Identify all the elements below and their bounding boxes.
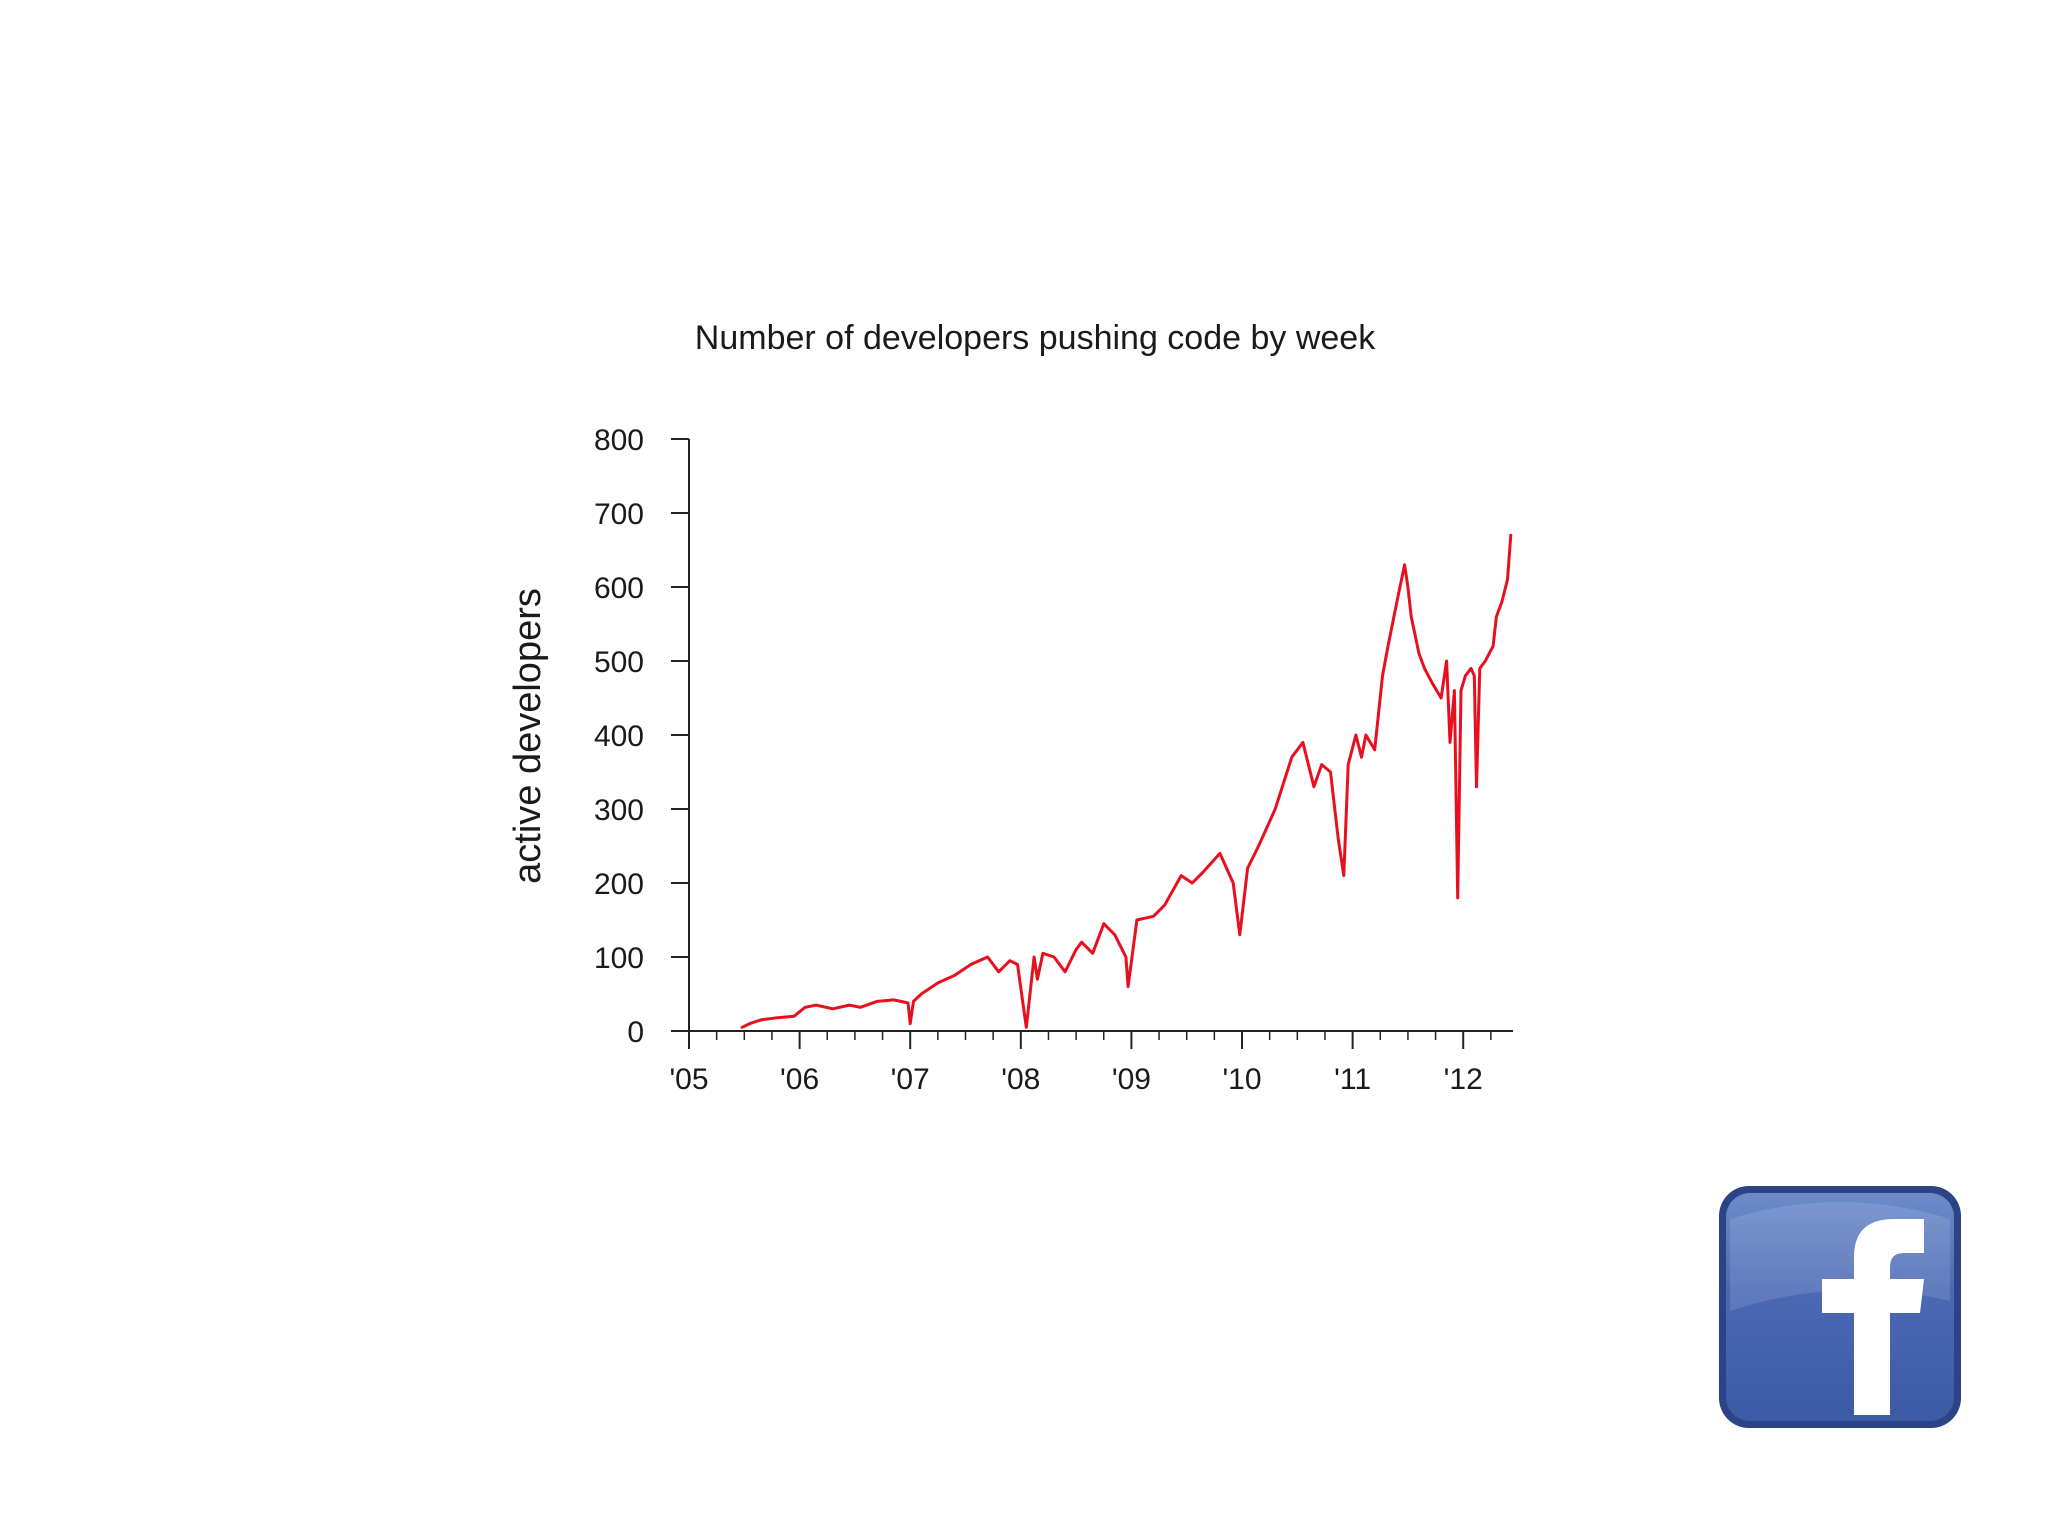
y-tick-label: 100 xyxy=(594,942,644,975)
chart-title: Number of developers pushing code by wee… xyxy=(695,319,1376,357)
x-tick-label: '12 xyxy=(1444,1063,1483,1096)
x-tick-label: '11 xyxy=(1334,1063,1371,1096)
x-tick-label: '05 xyxy=(669,1063,708,1096)
series-layer xyxy=(740,533,1513,1029)
y-tick-label: 700 xyxy=(594,498,644,531)
axes xyxy=(671,438,1513,1049)
y-tick-label: 200 xyxy=(594,868,644,901)
y-tick-label: 400 xyxy=(594,720,644,753)
tick-labels: 0 100 200 300 400 500 600 700 800 '05 '06 '07 '08 '09… xyxy=(594,424,1483,1096)
y-tick-label: 600 xyxy=(594,572,644,605)
y-tick-label: 800 xyxy=(594,424,644,457)
x-tick-label: '08 xyxy=(1001,1063,1040,1096)
facebook-f-letter xyxy=(1822,1219,1924,1415)
x-tick-label: '06 xyxy=(780,1063,819,1096)
y-tick-label: 500 xyxy=(594,646,644,679)
facebook-logo-icon xyxy=(1716,1183,1964,1431)
series-line xyxy=(740,533,1513,1029)
x-tick-label: '07 xyxy=(891,1063,930,1096)
y-tick-label: 300 xyxy=(594,794,644,827)
x-tick-label: '09 xyxy=(1112,1063,1151,1096)
y-tick-label: 0 xyxy=(627,1016,644,1049)
y-axis-label: active developers xyxy=(507,588,549,884)
x-tick-label: '10 xyxy=(1222,1063,1261,1096)
